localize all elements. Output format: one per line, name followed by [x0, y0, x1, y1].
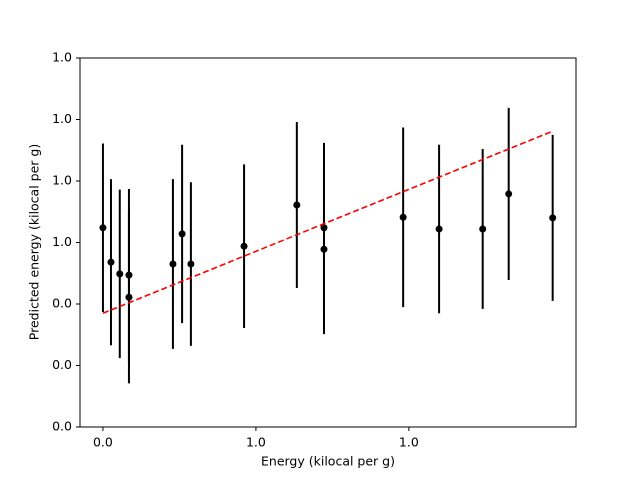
y-tick-label: 1.0 — [52, 234, 72, 249]
x-tick-label: 1.0 — [399, 435, 419, 450]
x-tick-label: 0.0 — [93, 435, 113, 450]
y-tick-label: 0.0 — [52, 357, 72, 372]
x-axis-label: Energy (kilocal per g) — [261, 454, 395, 469]
data-point — [178, 230, 186, 238]
y-tick-label: 0.0 — [52, 296, 72, 311]
data-point — [549, 214, 557, 222]
data-point — [116, 270, 124, 278]
data-point — [240, 242, 248, 250]
fit-line — [102, 130, 553, 314]
data-point — [399, 213, 407, 221]
y-tick-label: 1.0 — [52, 50, 72, 65]
data-point — [505, 190, 513, 198]
x-tick-label: 1.0 — [246, 435, 266, 450]
y-tick-label: 0.0 — [52, 419, 72, 434]
y-tick-label: 1.0 — [52, 111, 72, 126]
y-tick-label: 1.0 — [52, 173, 72, 188]
data-point — [99, 224, 107, 232]
y-axis-label: Predicted energy (kilocal per g) — [27, 144, 42, 340]
data-point — [293, 201, 301, 209]
data-point — [169, 260, 177, 268]
data-point — [125, 293, 133, 301]
data-point — [187, 260, 195, 268]
data-point — [107, 258, 115, 266]
data-point — [435, 225, 443, 233]
data-point — [320, 245, 328, 253]
data-point — [479, 225, 487, 233]
plot-frame — [79, 57, 577, 428]
